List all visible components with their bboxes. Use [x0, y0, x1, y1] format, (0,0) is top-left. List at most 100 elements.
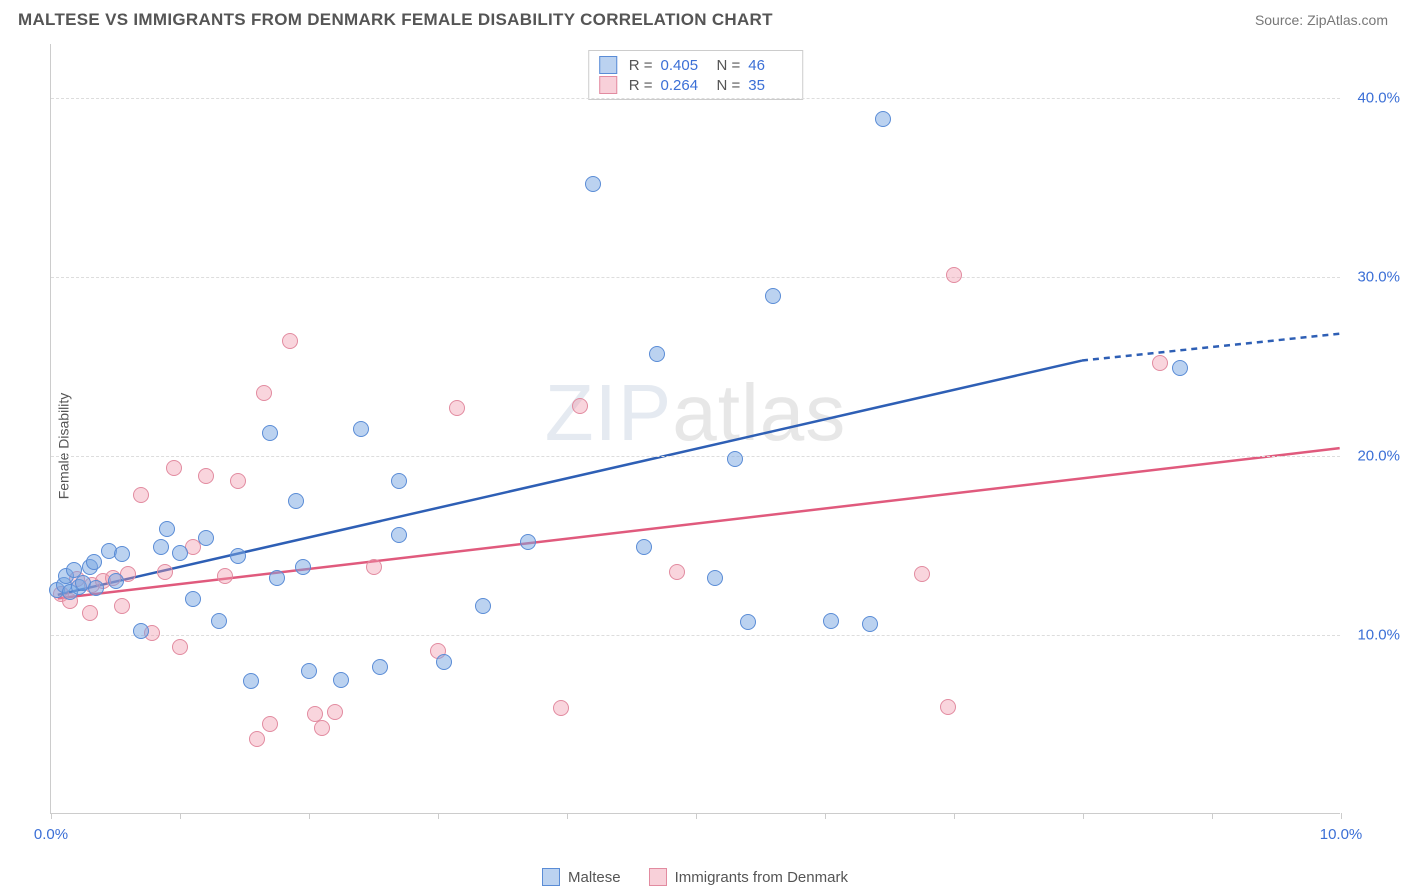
scatter-point [88, 580, 104, 596]
x-tick [825, 813, 826, 819]
scatter-point [572, 398, 588, 414]
scatter-point [217, 568, 233, 584]
legend-label-a: Maltese [568, 869, 621, 886]
r-label: R = [629, 57, 653, 74]
scatter-point [166, 460, 182, 476]
scatter-point [765, 288, 781, 304]
stats-row-a: R = 0.405 N = 46 [599, 55, 793, 75]
n-label: N = [717, 77, 741, 94]
scatter-point [520, 534, 536, 550]
source-label: Source: [1255, 12, 1307, 28]
watermark-part1: ZIP [545, 368, 672, 457]
scatter-point [157, 564, 173, 580]
x-tick [1212, 813, 1213, 819]
scatter-point [153, 539, 169, 555]
scatter-point [230, 473, 246, 489]
scatter-point [353, 421, 369, 437]
x-tick [954, 813, 955, 819]
scatter-point [256, 385, 272, 401]
n-value-b: 35 [748, 77, 792, 94]
r-value-b: 0.264 [661, 77, 705, 94]
chart-title: MALTESE VS IMMIGRANTS FROM DENMARK FEMAL… [18, 10, 773, 30]
grid-line [51, 635, 1340, 636]
scatter-point [740, 614, 756, 630]
scatter-point [366, 559, 382, 575]
swatch-series-b-icon [649, 868, 667, 886]
n-value-a: 46 [748, 57, 792, 74]
grid-line [51, 456, 1340, 457]
scatter-point [172, 639, 188, 655]
scatter-point [262, 716, 278, 732]
scatter-point [669, 564, 685, 580]
scatter-point [914, 566, 930, 582]
scatter-point [133, 623, 149, 639]
x-tick [1083, 813, 1084, 819]
watermark: ZIPatlas [545, 367, 846, 459]
scatter-point [301, 663, 317, 679]
r-label: R = [629, 77, 653, 94]
scatter-point [133, 487, 149, 503]
y-tick-label: 40.0% [1345, 89, 1400, 106]
scatter-point [649, 346, 665, 362]
trend-line [58, 448, 1340, 598]
n-label: N = [717, 57, 741, 74]
scatter-point [114, 598, 130, 614]
x-tick [438, 813, 439, 819]
y-tick-label: 20.0% [1345, 447, 1400, 464]
scatter-point [449, 400, 465, 416]
swatch-series-a-icon [599, 56, 617, 74]
legend-label-b: Immigrants from Denmark [675, 869, 848, 886]
scatter-point [198, 530, 214, 546]
scatter-point [211, 613, 227, 629]
scatter-point [86, 554, 102, 570]
scatter-point [1152, 355, 1168, 371]
trend-line [1082, 334, 1340, 361]
x-tick-label: 0.0% [34, 826, 68, 843]
legend-item-a: Maltese [542, 868, 621, 886]
legend-item-b: Immigrants from Denmark [649, 868, 848, 886]
x-tick [180, 813, 181, 819]
scatter-point [875, 111, 891, 127]
swatch-series-b-icon [599, 76, 617, 94]
x-tick [1341, 813, 1342, 819]
scatter-point [295, 559, 311, 575]
x-tick [51, 813, 52, 819]
scatter-point [172, 545, 188, 561]
scatter-point [436, 654, 452, 670]
scatter-point [727, 451, 743, 467]
scatter-point [249, 731, 265, 747]
x-tick-label: 10.0% [1320, 826, 1363, 843]
scatter-point [159, 521, 175, 537]
x-tick [567, 813, 568, 819]
scatter-point [553, 700, 569, 716]
scatter-point [269, 570, 285, 586]
swatch-series-a-icon [542, 868, 560, 886]
chart-plot-area: ZIPatlas R = 0.405 N = 46 R = 0.264 N = … [50, 44, 1340, 814]
r-value-a: 0.405 [661, 57, 705, 74]
scatter-point [185, 591, 201, 607]
scatter-point [314, 720, 330, 736]
grid-line [51, 98, 1340, 99]
watermark-part2: atlas [672, 368, 846, 457]
y-tick-label: 10.0% [1345, 626, 1400, 643]
scatter-point [940, 699, 956, 715]
grid-line [51, 277, 1340, 278]
stats-legend: R = 0.405 N = 46 R = 0.264 N = 35 [588, 50, 804, 100]
scatter-point [333, 672, 349, 688]
scatter-point [946, 267, 962, 283]
scatter-point [823, 613, 839, 629]
scatter-point [475, 598, 491, 614]
scatter-point [862, 616, 878, 632]
stats-row-b: R = 0.264 N = 35 [599, 75, 793, 95]
x-tick [309, 813, 310, 819]
trend-lines-layer [51, 44, 1340, 813]
scatter-point [391, 473, 407, 489]
scatter-point [585, 176, 601, 192]
scatter-point [327, 704, 343, 720]
scatter-point [82, 605, 98, 621]
source-value: ZipAtlas.com [1307, 12, 1388, 28]
bottom-legend: Maltese Immigrants from Denmark [50, 868, 1340, 886]
scatter-point [198, 468, 214, 484]
scatter-point [391, 527, 407, 543]
scatter-point [288, 493, 304, 509]
